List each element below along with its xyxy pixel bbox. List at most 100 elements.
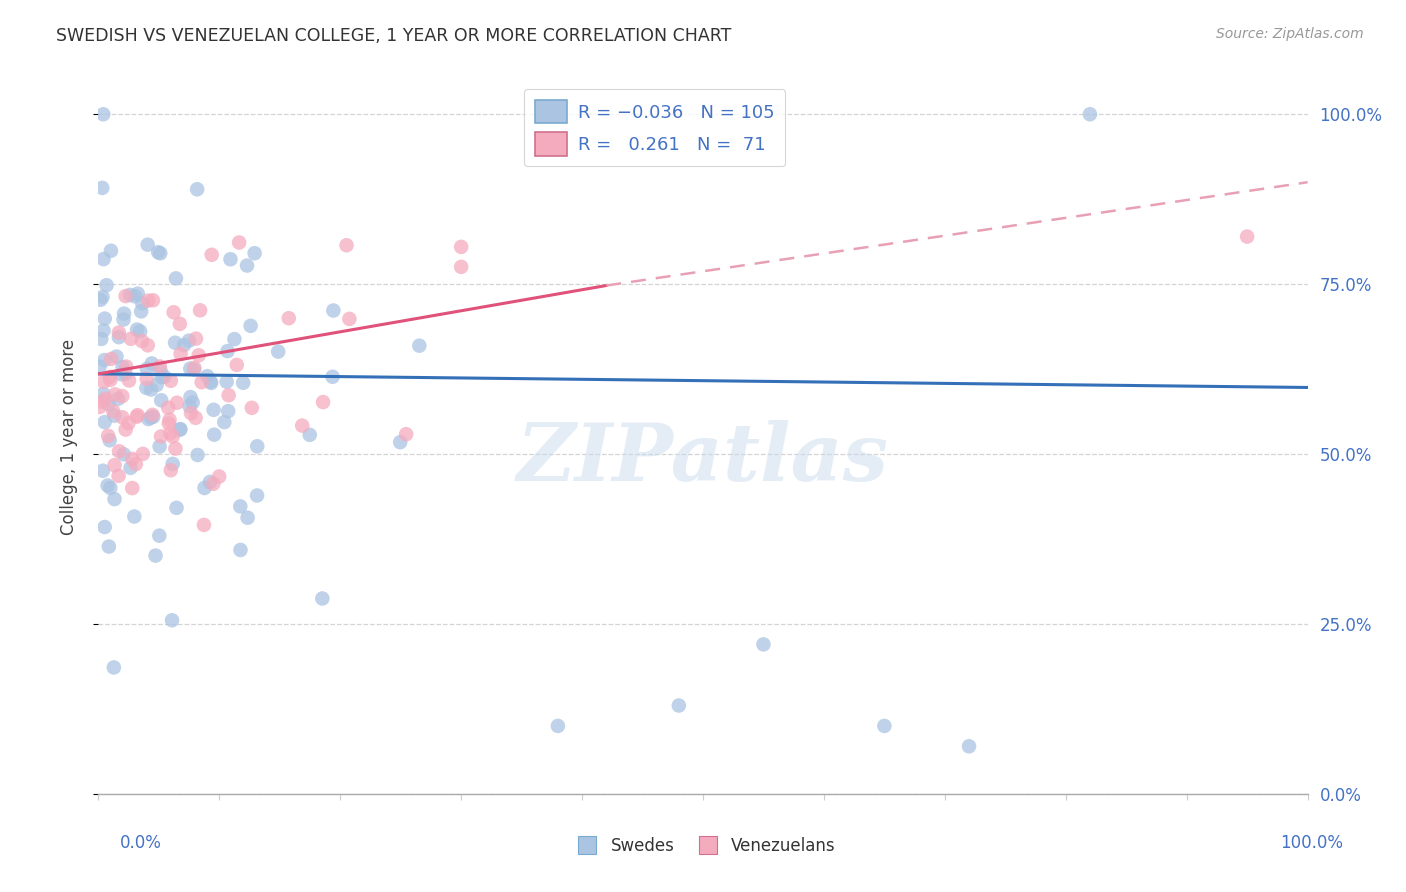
Point xyxy=(103,409,125,423)
Point xyxy=(312,395,335,409)
Point xyxy=(118,374,141,388)
Point xyxy=(108,330,131,344)
Point xyxy=(149,246,172,260)
Text: 0.0%: 0.0% xyxy=(120,834,162,852)
Point xyxy=(150,393,173,408)
Point xyxy=(136,293,159,308)
Point xyxy=(98,481,121,495)
Point xyxy=(120,332,142,346)
Point xyxy=(90,293,112,307)
Point xyxy=(159,463,181,477)
Point xyxy=(97,540,120,554)
Point xyxy=(215,375,238,389)
Point xyxy=(139,383,162,397)
Point xyxy=(311,591,333,606)
Point xyxy=(98,434,121,448)
Legend: R = −0.036   N = 105, R =   0.261   N =  71: R = −0.036 N = 105, R = 0.261 N = 71 xyxy=(524,89,786,167)
Point xyxy=(118,288,141,302)
Point xyxy=(125,457,148,471)
Point xyxy=(246,488,269,502)
Point xyxy=(157,401,180,415)
Point xyxy=(186,182,208,196)
Point xyxy=(91,290,114,304)
Point xyxy=(337,312,360,326)
Point xyxy=(141,408,163,422)
Point xyxy=(173,338,195,352)
Point xyxy=(114,289,136,303)
Point xyxy=(93,324,115,338)
Point xyxy=(111,368,134,382)
Point xyxy=(135,381,157,395)
Point xyxy=(100,373,122,387)
Point xyxy=(408,339,430,353)
Point xyxy=(179,399,201,413)
Point xyxy=(169,423,191,437)
Point xyxy=(91,464,114,478)
Text: 100.0%: 100.0% xyxy=(1279,834,1343,852)
Point xyxy=(131,296,153,310)
Point xyxy=(267,344,290,359)
Point xyxy=(112,447,135,461)
Point xyxy=(224,332,246,346)
Point xyxy=(179,390,201,404)
Point xyxy=(202,402,225,417)
Point xyxy=(166,500,188,515)
Point xyxy=(217,344,239,359)
Text: Source: ZipAtlas.com: Source: ZipAtlas.com xyxy=(1216,27,1364,41)
Point xyxy=(131,334,153,348)
Point xyxy=(135,372,157,386)
Point xyxy=(125,322,148,336)
Point xyxy=(322,369,344,384)
Point xyxy=(200,376,222,390)
Point xyxy=(184,410,207,425)
Point xyxy=(117,416,139,430)
Point xyxy=(239,318,262,333)
Point xyxy=(668,698,690,713)
Point xyxy=(107,392,129,406)
Point xyxy=(200,375,222,389)
Point xyxy=(150,429,173,443)
Point xyxy=(142,409,165,424)
Point xyxy=(162,429,184,443)
Point xyxy=(219,252,242,267)
Point xyxy=(91,107,114,121)
Point xyxy=(148,245,170,260)
Point xyxy=(177,334,200,348)
Point xyxy=(395,427,418,442)
Point xyxy=(183,362,205,376)
Point xyxy=(103,660,125,674)
Point xyxy=(187,448,209,462)
Point xyxy=(180,406,202,420)
Point xyxy=(236,259,259,273)
Point xyxy=(94,392,117,406)
Point xyxy=(103,458,125,472)
Point xyxy=(547,719,569,733)
Point xyxy=(193,481,215,495)
Point xyxy=(100,351,122,366)
Point xyxy=(107,468,129,483)
Point xyxy=(93,375,115,389)
Point xyxy=(138,412,160,426)
Point xyxy=(97,397,120,411)
Point xyxy=(96,278,118,293)
Point xyxy=(89,359,111,374)
Point xyxy=(108,444,131,458)
Point xyxy=(145,549,167,563)
Point xyxy=(225,358,247,372)
Point xyxy=(322,303,344,318)
Point xyxy=(187,348,209,362)
Point xyxy=(165,335,187,350)
Point xyxy=(142,293,165,308)
Point xyxy=(111,410,134,425)
Point xyxy=(190,375,212,389)
Point xyxy=(103,492,125,507)
Point xyxy=(136,237,159,252)
Point xyxy=(93,520,115,534)
Legend: Swedes, Venezuelans: Swedes, Venezuelans xyxy=(564,830,842,862)
Point xyxy=(114,423,136,437)
Point xyxy=(114,367,136,381)
Point xyxy=(165,442,187,456)
Point xyxy=(1078,107,1101,121)
Point xyxy=(202,427,225,442)
Text: ZIPatlas: ZIPatlas xyxy=(517,420,889,497)
